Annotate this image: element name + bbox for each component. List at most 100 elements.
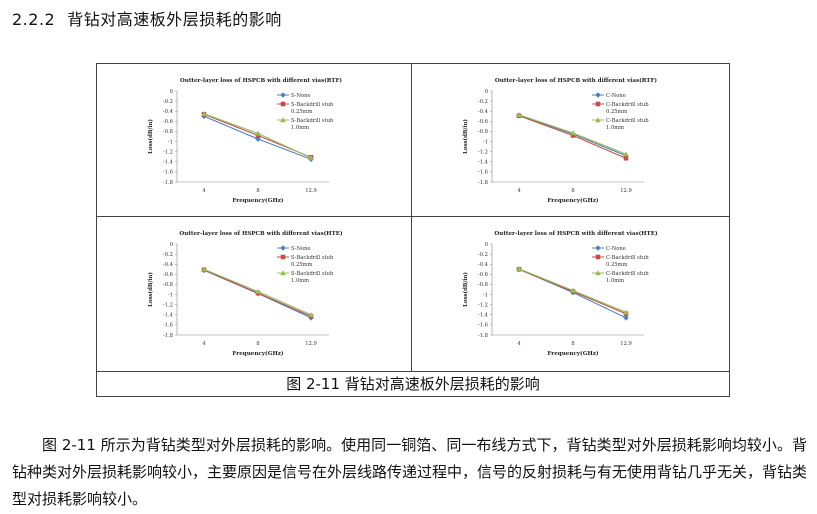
y-tick-label: -1.8 <box>163 180 173 186</box>
legend-swatch-marker <box>280 101 286 107</box>
legend-label: 0.25mm <box>606 109 627 115</box>
y-tick-label: -1.4 <box>163 160 174 166</box>
x-tick-label: 4 <box>517 341 521 347</box>
y-tick-label: -0.6 <box>478 272 488 278</box>
x-tick-label: 12.9 <box>305 188 317 194</box>
data-point <box>570 287 576 293</box>
x-axis-label: Frequency(GHz) <box>232 197 284 204</box>
y-tick-label: -1.2 <box>163 302 173 308</box>
x-tick-label: 12.9 <box>305 341 317 347</box>
legend-swatch-marker <box>280 254 286 260</box>
legend-label: 1.0mm <box>606 125 624 131</box>
y-axis-label: Loss(dB/in) <box>147 272 154 307</box>
y-tick-label: -1.6 <box>478 323 488 329</box>
y-tick-label: -1.8 <box>478 333 488 339</box>
y-tick-label: 0 <box>170 89 173 95</box>
y-tick-label: -0.2 <box>163 99 173 105</box>
legend-label: 0.25mm <box>291 109 312 115</box>
y-tick-label: -0.8 <box>163 282 173 288</box>
y-tick-label: -1.6 <box>163 170 173 176</box>
y-tick-label: -0.2 <box>163 252 173 258</box>
legend-label: S-None <box>291 93 311 99</box>
x-tick-label: 8 <box>571 188 574 194</box>
y-tick-label: -0.8 <box>163 129 173 135</box>
section-title: 背钻对高速板外层损耗的影响 <box>67 10 282 29</box>
series-green <box>516 111 629 157</box>
x-tick-label: 4 <box>202 188 206 194</box>
legend-label: C-Backdrill stub <box>606 255 649 261</box>
y-axis-label: Loss(dB/in) <box>147 119 154 154</box>
data-point <box>623 151 629 157</box>
y-tick-label: -1.6 <box>478 170 488 176</box>
x-axis-label: Frequency(GHz) <box>547 350 599 357</box>
figure-caption: 图 2-11 背钻对高速板外层损耗的影响 <box>286 375 540 393</box>
legend-label: 1.0mm <box>291 125 309 131</box>
body-paragraph: 图 2-11 所示为背钻类型对外层损耗的影响。使用同一铜箔、同一布线方式下，背钻… <box>12 436 808 508</box>
y-tick-label: 0 <box>170 242 173 248</box>
legend-swatch-marker <box>280 92 286 98</box>
x-tick-label: 12.9 <box>620 188 632 194</box>
y-axis-label: Loss(dB/in) <box>462 119 469 154</box>
legend-swatch-marker <box>280 245 286 251</box>
y-tick-label: -0.4 <box>478 109 489 115</box>
data-point <box>516 265 522 271</box>
x-tick-label: 4 <box>517 188 521 194</box>
legend-swatch-marker <box>595 270 601 276</box>
legend-label: C-None <box>606 93 626 99</box>
legend-swatch-marker <box>595 117 601 123</box>
y-tick-label: -1.2 <box>478 149 488 155</box>
series-green <box>201 110 314 160</box>
y-tick-label: -0.8 <box>478 129 488 135</box>
data-point <box>623 155 629 161</box>
y-tick-label: -0.4 <box>163 109 174 115</box>
data-point <box>516 111 522 117</box>
x-axis-label: Frequency(GHz) <box>232 350 284 357</box>
series-green <box>201 266 314 317</box>
data-point <box>308 154 314 160</box>
section-number: 2.2.2 <box>12 10 56 29</box>
y-tick-label: -0.6 <box>163 119 173 125</box>
section-heading: 2.2.2 背钻对高速板外层损耗的影响 <box>12 6 282 30</box>
y-tick-label: 0 <box>485 89 488 95</box>
y-axis-label: Loss(dB/in) <box>462 272 469 307</box>
y-tick-label: -1 <box>168 292 173 298</box>
x-tick-label: 4 <box>202 341 206 347</box>
x-tick-label: 8 <box>256 188 259 194</box>
chart-rtf-s: Outter-layer loss of HSPCB with differen… <box>147 77 343 204</box>
data-point <box>570 133 576 138</box>
data-point <box>308 311 314 317</box>
chart-hte-c: Outter-layer loss of HSPCB with differen… <box>462 230 658 357</box>
series-green <box>516 265 629 315</box>
chart-title: Outter-layer loss of HSPCB with differen… <box>180 77 343 84</box>
chart-title: Outter-layer loss of HSPCB with differen… <box>179 230 343 237</box>
legend-label: 0.25mm <box>291 262 312 268</box>
x-axis-label: Frequency(GHz) <box>547 197 599 204</box>
legend-swatch-marker <box>280 117 286 123</box>
y-tick-label: -1.8 <box>163 333 173 339</box>
y-tick-label: -1 <box>483 139 488 145</box>
legend-swatch-marker <box>595 245 601 251</box>
legend-label: C-Backdrill stub <box>606 102 649 108</box>
legend-label: S-Backdrill stub <box>291 271 334 277</box>
legend-label: C-None <box>606 246 626 252</box>
y-tick-label: 0 <box>485 242 488 248</box>
chart-rtf-c: Outter-layer loss of HSPCB with differen… <box>462 77 657 204</box>
legend-label: S-Backdrill stub <box>291 255 334 261</box>
y-tick-label: -0.8 <box>478 282 488 288</box>
data-point <box>255 288 261 294</box>
y-tick-label: -1.4 <box>478 160 489 166</box>
figure-divider-caption <box>96 371 730 372</box>
legend-swatch-marker <box>595 92 601 98</box>
y-tick-label: -0.4 <box>163 262 174 268</box>
legend-label: 1.0mm <box>606 278 624 284</box>
figure-divider-middle <box>96 216 730 217</box>
data-point <box>570 130 576 136</box>
y-tick-label: -1.6 <box>163 323 173 329</box>
y-tick-label: -1.2 <box>163 149 173 155</box>
y-tick-label: -0.4 <box>478 262 489 268</box>
data-point <box>623 309 629 315</box>
legend-label: C-Backdrill stub <box>606 271 649 277</box>
chart-title: Outter-layer loss of HSPCB with differen… <box>494 230 658 237</box>
legend-label: 1.0mm <box>291 278 309 284</box>
data-point <box>201 266 207 272</box>
